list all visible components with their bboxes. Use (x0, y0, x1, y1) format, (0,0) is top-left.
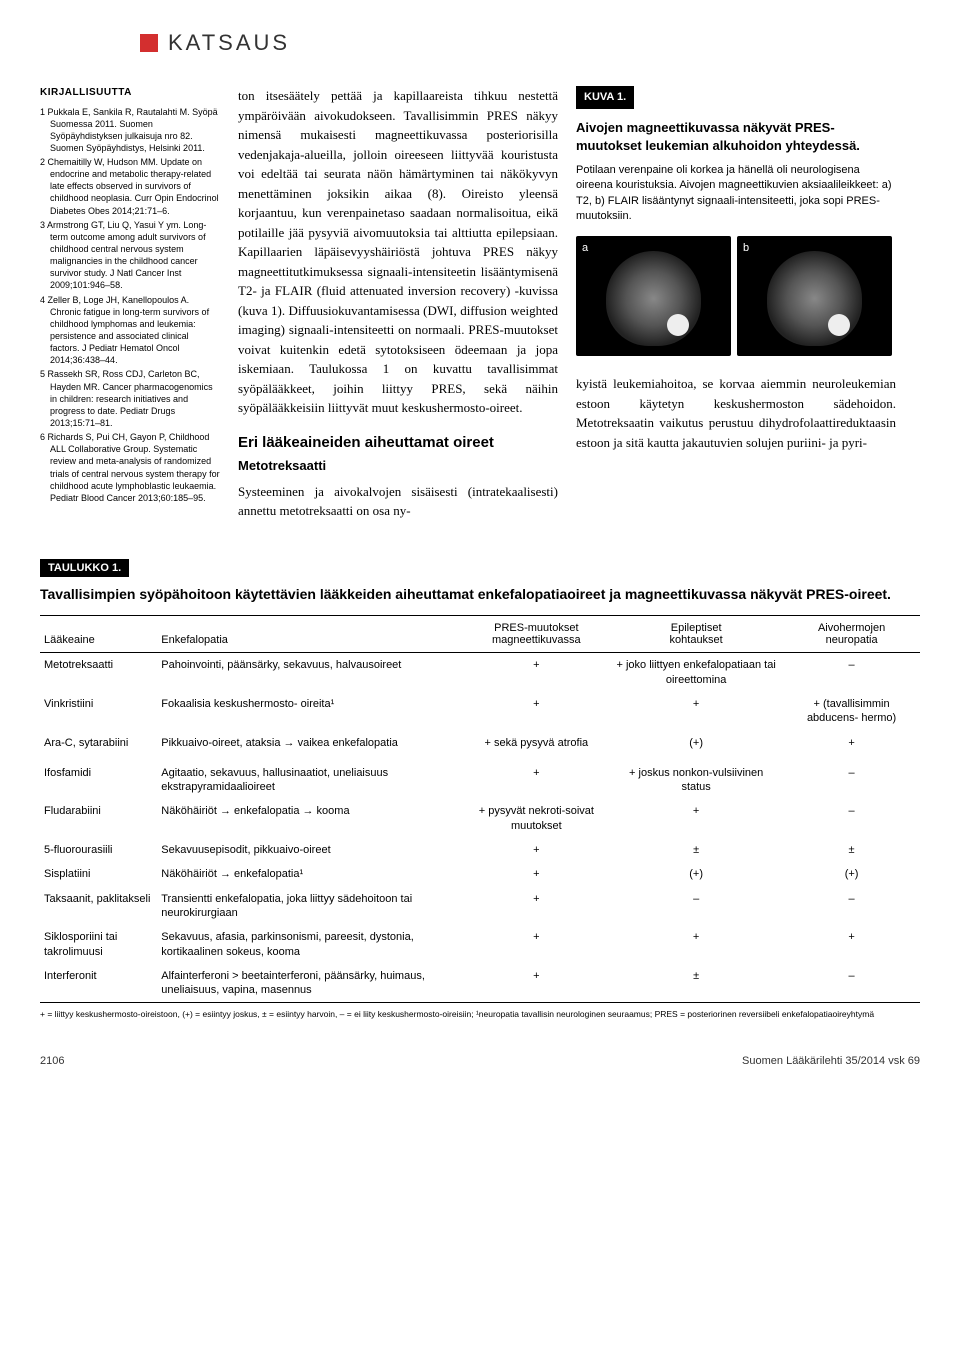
table-cell: – (609, 887, 783, 926)
table-cell: Sekavuusepisodit, pikkuaivo-oireet (157, 838, 463, 862)
table-cell: + pysyvät nekroti-soivat muutokset (464, 799, 610, 838)
table-cell: + (464, 692, 610, 731)
table-footnote: + = liittyy keskushermosto-oireistoon, (… (40, 1009, 920, 1020)
table-cell: Näköhäiriöt → enkefalopatia → kooma (157, 799, 463, 838)
table-cell: Alfainterferoni > beetainterferoni, pään… (157, 964, 463, 1003)
table-row: Taksaanit, paklitakseliTransientti enkef… (40, 887, 920, 926)
header-title: KATSAUS (168, 30, 290, 56)
table-row: Ara-C, sytarabiiniPikkuaivo-oireet, atak… (40, 731, 920, 755)
page-number: 2106 (40, 1055, 64, 1067)
table-header-cell: Enkefalopatia (157, 616, 463, 653)
reference-item: 5 Rassekh SR, Ross CDJ, Carleton BC, Hay… (40, 368, 220, 429)
table-cell: (+) (783, 862, 920, 886)
table-cell: ± (609, 964, 783, 1003)
table-section: TAULUKKO 1. Tavallisimpien syöpähoitoon … (40, 558, 920, 1021)
header-accent-box (140, 34, 158, 52)
body-paragraph-2: Systeeminen ja aivokalvojen sisäisesti (… (238, 482, 558, 521)
table-cell: Ara-C, sytarabiini (40, 731, 157, 755)
table-cell: – (783, 887, 920, 926)
drug-table: LääkeaineEnkefalopatiaPRES-muutoksetmagn… (40, 615, 920, 1003)
table-cell: + joskus nonkon-vulsiivinen status (609, 761, 783, 800)
references-column: KIRJALLISUUTTA 1 Pukkala E, Sankila R, R… (40, 86, 220, 533)
table-cell: + (464, 761, 610, 800)
table-cell: – (783, 964, 920, 1003)
table-header-cell: Lääkeaine (40, 616, 157, 653)
table-cell: – (783, 653, 920, 692)
table-cell: + (464, 887, 610, 926)
reference-item: 1 Pukkala E, Sankila R, Rautalahti M. Sy… (40, 106, 220, 155)
table-cell: ± (609, 838, 783, 862)
table-cell: Fludarabiini (40, 799, 157, 838)
figure-caption: Aivojen magneettikuvassa näkyvät PRES-mu… (576, 119, 896, 155)
table-row: MetotreksaattiPahoinvointi, päänsärky, s… (40, 653, 920, 692)
figure-column: KUVA 1. Aivojen magneettikuvassa näkyvät… (576, 86, 896, 533)
table-row: InterferonitAlfainterferoni > beetainter… (40, 964, 920, 1003)
body-subheading: Eri lääkeaineiden aiheuttamat oireet (238, 432, 558, 455)
table-cell: – (783, 761, 920, 800)
table-row: FludarabiiniNäköhäiriöt → enkefalopatia … (40, 799, 920, 838)
table-label: TAULUKKO 1. (40, 559, 129, 577)
table-header-cell: Epileptisetkohtaukset (609, 616, 783, 653)
table-cell: Fokaalisia keskushermosto- oireita¹ (157, 692, 463, 731)
table-cell: Pahoinvointi, päänsärky, sekavuus, halva… (157, 653, 463, 692)
table-cell: Siklosporiini tai takrolimuusi (40, 925, 157, 964)
table-cell: + (tavallisimmin abducens- hermo) (783, 692, 920, 731)
page-footer: 2106 Suomen Lääkärilehti 35/2014 vsk 69 (40, 1055, 920, 1067)
table-cell: + (464, 838, 610, 862)
table-cell: + (464, 964, 610, 1003)
table-cell: Näköhäiriöt → enkefalopatia¹ (157, 862, 463, 886)
table-cell: + (609, 692, 783, 731)
table-cell: Transientti enkefalopatia, joka liittyy … (157, 887, 463, 926)
table-cell: + (464, 925, 610, 964)
table-cell: Ifosfamidi (40, 761, 157, 800)
table-row: IfosfamidiAgitaatio, sekavuus, hallusina… (40, 761, 920, 800)
table-cell: 5-fluorourasiili (40, 838, 157, 862)
table-cell: Pikkuaivo-oireet, ataksia → vaikea enkef… (157, 731, 463, 755)
table-cell: Sisplatiini (40, 862, 157, 886)
figure-label: KUVA 1. (576, 86, 634, 109)
reference-item: 6 Richards S, Pui CH, Gayon P, Childhood… (40, 431, 220, 504)
table-cell: (+) (609, 862, 783, 886)
body-paragraph-1: ton itsesäätely pettää ja kapillaareista… (238, 86, 558, 418)
table-cell: + (609, 799, 783, 838)
table-row: 5-fluorourasiiliSekavuusepisodit, pikkua… (40, 838, 920, 862)
table-cell: ± (783, 838, 920, 862)
journal-ref: Suomen Lääkärilehti 35/2014 vsk 69 (742, 1055, 920, 1067)
table-cell: + (783, 925, 920, 964)
reference-item: 3 Armstrong GT, Liu Q, Yasui Y ym. Long-… (40, 219, 220, 292)
mri-images: a b (576, 236, 896, 356)
table-cell: (+) (609, 731, 783, 755)
body-column: ton itsesäätely pettää ja kapillaareista… (238, 86, 558, 533)
table-cell: Agitaatio, sekavuus, hallusinaatiot, une… (157, 761, 463, 800)
mri-image-a: a (576, 236, 731, 356)
table-cell: Taksaanit, paklitakseli (40, 887, 157, 926)
table-cell: + (609, 925, 783, 964)
table-row: SisplatiiniNäköhäiriöt → enkefalopatia¹+… (40, 862, 920, 886)
references-heading: KIRJALLISUUTTA (40, 86, 220, 100)
table-title: Tavallisimpien syöpähoitoon käytettävien… (40, 585, 920, 604)
table-cell: + joko liittyen enkefalopatiaan tai oire… (609, 653, 783, 692)
table-cell: + (783, 731, 920, 755)
brain-icon (767, 251, 862, 346)
table-cell: – (783, 799, 920, 838)
page-header: KATSAUS (140, 30, 920, 56)
table-header-cell: Aivohermojenneuropatia (783, 616, 920, 653)
reference-item: 4 Zeller B, Loge JH, Kanellopoulos A. Ch… (40, 294, 220, 367)
mri-image-b: b (737, 236, 892, 356)
table-cell: Metotreksaatti (40, 653, 157, 692)
table-cell: + (464, 862, 610, 886)
table-header-cell: PRES-muutoksetmagneettikuvassa (464, 616, 610, 653)
table-cell: Vinkristiini (40, 692, 157, 731)
table-cell: + sekä pysyvä atrofia (464, 731, 610, 755)
table-cell: Interferonit (40, 964, 157, 1003)
figure-text: Potilaan verenpaine oli korkea ja hänell… (576, 163, 896, 225)
table-row: Siklosporiini tai takrolimuusiSekavuus, … (40, 925, 920, 964)
right-paragraph: kyistä leukemiahoitoa, se korvaa aiemmin… (576, 374, 896, 452)
table-cell: Sekavuus, afasia, parkinsonismi, pareesi… (157, 925, 463, 964)
reference-item: 2 Chemaitilly W, Hudson MM. Update on en… (40, 156, 220, 217)
brain-icon (606, 251, 701, 346)
table-cell: + (464, 653, 610, 692)
body-subsubheading: Metotreksaatti (238, 456, 558, 476)
table-row: VinkristiiniFokaalisia keskushermosto- o… (40, 692, 920, 731)
